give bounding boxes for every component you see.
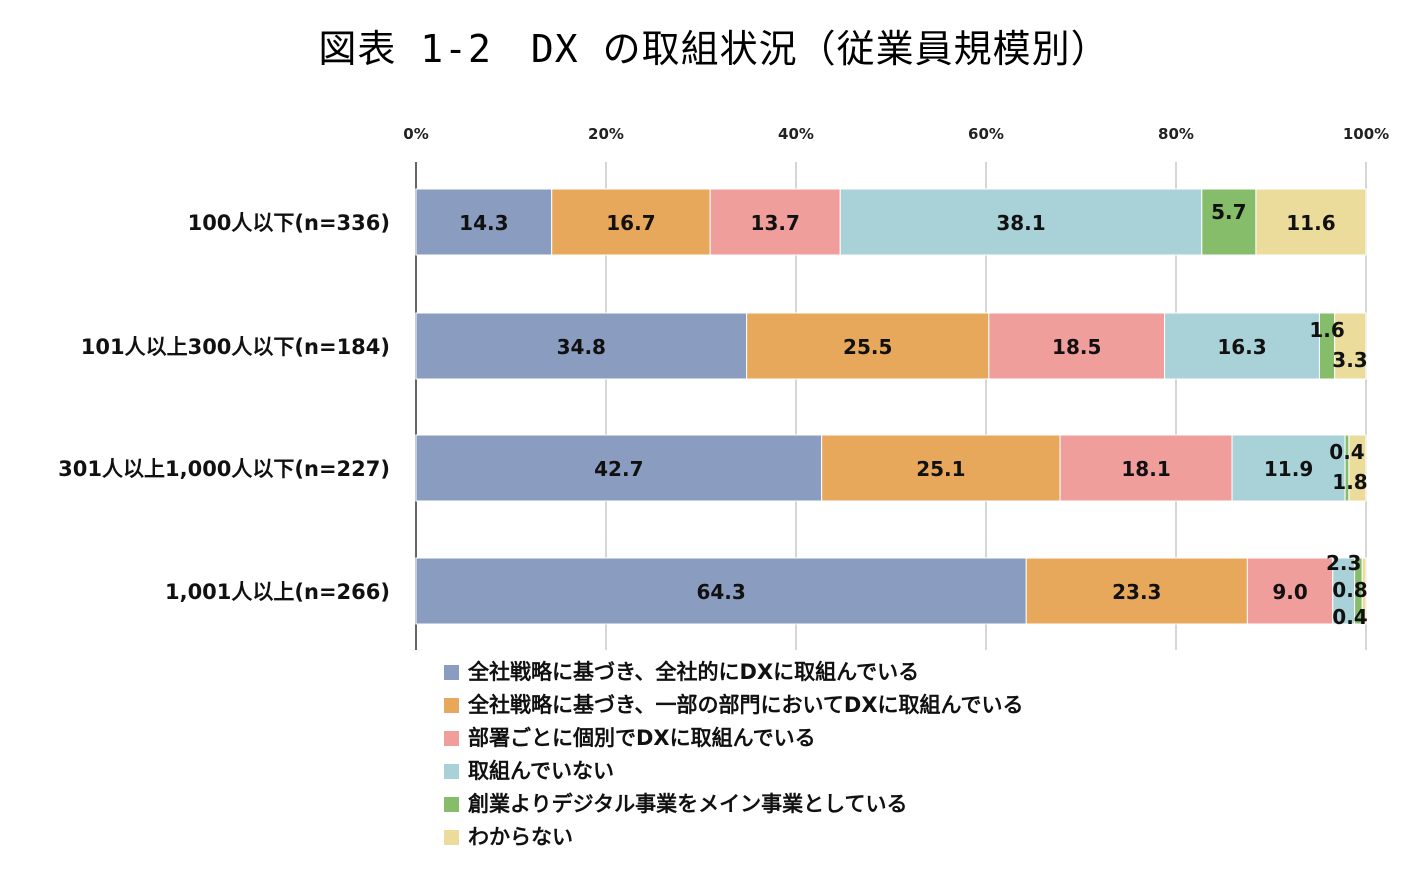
bar-segment <box>1334 312 1367 380</box>
bars <box>415 188 1367 625</box>
legend-swatch <box>444 830 459 845</box>
value-label: 34.8 <box>557 335 606 359</box>
bar-segment <box>1255 188 1367 256</box>
value-label: 3.3 <box>1332 348 1367 372</box>
category-label: 100人以下(n=336) <box>188 211 390 235</box>
legend-swatch <box>444 797 459 812</box>
value-label: 0.4 <box>1329 440 1364 464</box>
bar-segment <box>1025 557 1248 625</box>
value-label: 25.5 <box>843 335 892 359</box>
category-label: 101人以上300人以下(n=184) <box>81 335 390 359</box>
legend-label: 部署ごとに個別でDXに取組んでいる <box>468 726 816 750</box>
x-tick-label: 0% <box>403 125 428 143</box>
legend-swatch <box>444 731 459 746</box>
bar-segment <box>839 188 1203 256</box>
chart-title: 図表 1-2 DX の取組状況（従業員規模別） <box>318 27 1110 71</box>
bar-segment <box>415 312 748 380</box>
value-label: 23.3 <box>1112 580 1161 604</box>
x-tick-label: 40% <box>778 125 814 143</box>
value-label: 14.3 <box>459 211 508 235</box>
value-label: 18.5 <box>1052 335 1101 359</box>
category-label: 1,001人以上(n=266) <box>165 580 390 604</box>
legend-swatch <box>444 665 459 680</box>
value-label: 13.7 <box>751 211 800 235</box>
value-label: 16.3 <box>1217 335 1266 359</box>
category-labels: 100人以下(n=336) 101人以上300人以下(n=184) 301人以上1,… <box>58 211 390 604</box>
value-label: 9.0 <box>1272 580 1307 604</box>
bar-segment <box>1348 434 1367 502</box>
value-label: 11.9 <box>1264 457 1313 481</box>
legend: 全社戦略に基づき、全社的にDXに取組んでいる全社戦略に基づき、一部の部門において… <box>444 660 1023 849</box>
legend-label: 取組んでいない <box>468 759 614 783</box>
x-tick-label: 20% <box>588 125 624 143</box>
value-label: 1.6 <box>1309 318 1344 342</box>
legend-label: 全社戦略に基づき、全社的にDXに取組んでいる <box>467 660 919 684</box>
value-label: 1.8 <box>1332 470 1367 494</box>
value-label: 25.1 <box>916 457 965 481</box>
bar-segment <box>1164 312 1320 380</box>
bar-segment <box>746 312 990 380</box>
bar-segment <box>415 557 1027 625</box>
value-label: 16.7 <box>606 211 655 235</box>
x-tick-label: 60% <box>968 125 1004 143</box>
value-label: 5.7 <box>1211 200 1246 224</box>
category-label: 301人以上1,000人以下(n=227) <box>58 457 390 481</box>
bar-segment <box>551 188 711 256</box>
bar-segment <box>1246 557 1334 625</box>
value-labels: 14.3 16.7 13.7 38.1 5.7 11.6 34.8 25.5 18.5 16.3 1… <box>459 200 1368 629</box>
value-label: 11.6 <box>1286 211 1335 235</box>
legend-label: わからない <box>468 825 573 849</box>
bar-segment <box>1361 557 1367 625</box>
x-tick-label: 100% <box>1343 125 1389 143</box>
value-label: 0.4 <box>1332 605 1367 629</box>
value-label: 42.7 <box>594 457 643 481</box>
value-label: 0.8 <box>1332 578 1367 602</box>
bar-segment <box>1231 434 1346 502</box>
bar-segment <box>415 434 823 502</box>
bar-segment <box>1201 188 1257 256</box>
bar-segment <box>988 312 1166 380</box>
legend-swatch <box>444 764 459 779</box>
value-label: 18.1 <box>1121 457 1170 481</box>
legend-label: 全社戦略に基づき、一部の部門においてDXに取組んでいる <box>467 693 1023 717</box>
legend-swatch <box>444 698 459 713</box>
value-label: 2.3 <box>1326 551 1361 575</box>
x-tick-label: 80% <box>1158 125 1194 143</box>
bar-segment <box>821 434 1061 502</box>
x-axis-ticks: 0% 20% 40% 60% 80% 100% <box>403 125 1389 143</box>
bar-segment <box>709 188 841 256</box>
value-label: 64.3 <box>696 580 745 604</box>
bar-segment <box>1059 434 1233 502</box>
legend-label: 創業よりデジタル事業をメイン事業としている <box>468 792 908 816</box>
value-label: 38.1 <box>996 211 1045 235</box>
